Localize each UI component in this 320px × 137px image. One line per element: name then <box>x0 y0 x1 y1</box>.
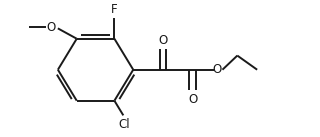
Text: O: O <box>213 63 222 76</box>
Text: Cl: Cl <box>118 118 130 131</box>
Text: O: O <box>188 93 197 106</box>
Text: O: O <box>46 21 56 34</box>
Text: O: O <box>158 34 168 47</box>
Text: F: F <box>111 3 118 16</box>
